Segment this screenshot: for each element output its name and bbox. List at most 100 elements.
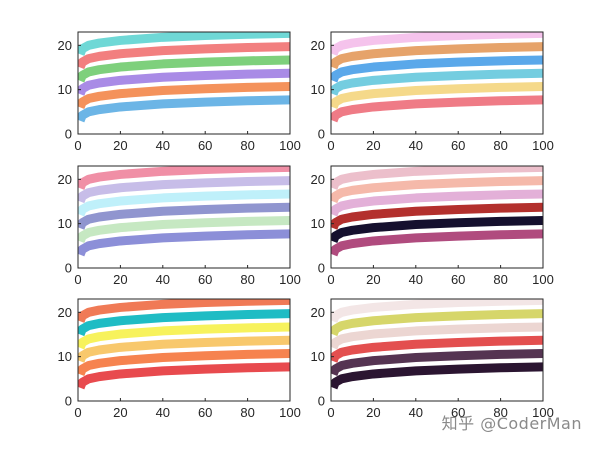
axes-frame bbox=[77, 31, 291, 135]
y-tick-label: 10 bbox=[58, 349, 72, 364]
series-line-1 bbox=[78, 95, 290, 123]
series-line-5 bbox=[78, 176, 290, 204]
series-line-1 bbox=[78, 362, 290, 390]
x-tick-label: 60 bbox=[198, 138, 212, 153]
x-tick-label: 80 bbox=[240, 272, 254, 287]
subplot-3: 0 20 40 60 80 100 0 10 20 bbox=[58, 165, 301, 287]
x-tick-label: 100 bbox=[532, 272, 554, 287]
x-tick-label: 40 bbox=[409, 272, 423, 287]
axes-frame bbox=[330, 298, 544, 402]
x-tick-label: 80 bbox=[240, 138, 254, 153]
x-tick-label: 0 bbox=[327, 138, 334, 153]
x-tick-label: 80 bbox=[240, 405, 254, 420]
subplot-6: 0 20 40 60 80 100 0 10 20 bbox=[311, 298, 554, 420]
series-group bbox=[331, 166, 543, 257]
x-tick-label: 40 bbox=[409, 138, 423, 153]
x-tick-label: 100 bbox=[279, 405, 301, 420]
subplot-5: 0 20 40 60 80 100 0 10 20 bbox=[58, 298, 301, 420]
series-line-1 bbox=[331, 229, 543, 257]
series-line-2 bbox=[78, 349, 290, 377]
series-line-1 bbox=[331, 362, 543, 390]
series-line-1 bbox=[331, 95, 543, 123]
series-line-4 bbox=[331, 322, 543, 350]
x-tick-label: 100 bbox=[279, 138, 301, 153]
x-tick-label: 20 bbox=[366, 272, 380, 287]
axes-frame bbox=[77, 165, 291, 269]
y-tick-label: 20 bbox=[58, 172, 72, 187]
x-tick-label: 40 bbox=[156, 138, 170, 153]
y-tick-label: 10 bbox=[58, 82, 72, 97]
x-tick-label: 60 bbox=[451, 405, 465, 420]
y-tick-label: 0 bbox=[65, 127, 72, 142]
series-line-5 bbox=[78, 42, 290, 70]
y-tick-label: 0 bbox=[318, 261, 325, 276]
x-tick-label: 40 bbox=[409, 405, 423, 420]
series-line-5 bbox=[331, 42, 543, 70]
series-line-6 bbox=[331, 32, 543, 56]
series-line-3 bbox=[78, 202, 290, 230]
subplot-4: 0 20 40 60 80 100 0 10 20 bbox=[311, 165, 554, 287]
y-tick-label: 0 bbox=[65, 394, 72, 409]
x-tick-label: 100 bbox=[532, 138, 554, 153]
x-tick-label: 100 bbox=[532, 405, 554, 420]
series-line-6 bbox=[78, 32, 290, 56]
y-tick-label: 20 bbox=[311, 38, 325, 53]
x-tick-label: 40 bbox=[156, 272, 170, 287]
x-tick-label: 20 bbox=[113, 272, 127, 287]
series-line-3 bbox=[331, 68, 543, 96]
x-tick-label: 0 bbox=[74, 272, 81, 287]
series-line-3 bbox=[331, 335, 543, 363]
x-tick-label: 0 bbox=[327, 272, 334, 287]
series-line-6 bbox=[78, 299, 290, 323]
y-tick-label: 20 bbox=[311, 305, 325, 320]
subplot-2: 0 20 40 60 80 100 0 10 20 bbox=[311, 31, 554, 153]
x-tick-label: 20 bbox=[366, 405, 380, 420]
series-group bbox=[331, 32, 543, 123]
series-line-3 bbox=[78, 68, 290, 96]
y-tick-label: 0 bbox=[65, 261, 72, 276]
series-line-4 bbox=[78, 322, 290, 350]
x-tick-label: 60 bbox=[198, 272, 212, 287]
series-line-4 bbox=[78, 55, 290, 83]
y-tick-label: 10 bbox=[311, 82, 325, 97]
subplot-1: 0 20 40 60 80 100 0 10 20 bbox=[58, 31, 301, 153]
series-line-2 bbox=[331, 216, 543, 244]
series-group bbox=[78, 299, 290, 390]
y-tick-label: 20 bbox=[58, 305, 72, 320]
y-tick-label: 10 bbox=[311, 216, 325, 231]
series-group bbox=[78, 32, 290, 123]
x-tick-label: 60 bbox=[451, 272, 465, 287]
series-line-5 bbox=[331, 309, 543, 337]
x-tick-label: 80 bbox=[493, 272, 507, 287]
series-line-4 bbox=[331, 55, 543, 83]
y-tick-label: 0 bbox=[318, 394, 325, 409]
y-tick-label: 0 bbox=[318, 127, 325, 142]
series-line-5 bbox=[331, 176, 543, 204]
series-line-6 bbox=[331, 166, 543, 190]
series-line-2 bbox=[331, 82, 543, 110]
series-line-1 bbox=[78, 229, 290, 257]
series-line-2 bbox=[78, 82, 290, 110]
x-tick-label: 20 bbox=[113, 405, 127, 420]
y-tick-label: 10 bbox=[58, 216, 72, 231]
series-line-6 bbox=[331, 299, 543, 323]
y-tick-label: 20 bbox=[58, 38, 72, 53]
series-group bbox=[78, 166, 290, 257]
series-line-4 bbox=[78, 189, 290, 217]
x-tick-label: 80 bbox=[493, 138, 507, 153]
x-tick-label: 100 bbox=[279, 272, 301, 287]
x-tick-label: 0 bbox=[327, 405, 334, 420]
series-line-4 bbox=[331, 189, 543, 217]
y-tick-label: 10 bbox=[311, 349, 325, 364]
series-line-5 bbox=[78, 309, 290, 337]
series-line-2 bbox=[78, 216, 290, 244]
series-line-3 bbox=[78, 335, 290, 363]
watermark-text: 知乎 @CoderMan bbox=[441, 414, 582, 433]
x-tick-label: 0 bbox=[74, 138, 81, 153]
series-group bbox=[331, 299, 543, 390]
x-tick-label: 20 bbox=[366, 138, 380, 153]
x-tick-label: 20 bbox=[113, 138, 127, 153]
series-line-3 bbox=[331, 202, 543, 230]
series-line-6 bbox=[78, 166, 290, 190]
